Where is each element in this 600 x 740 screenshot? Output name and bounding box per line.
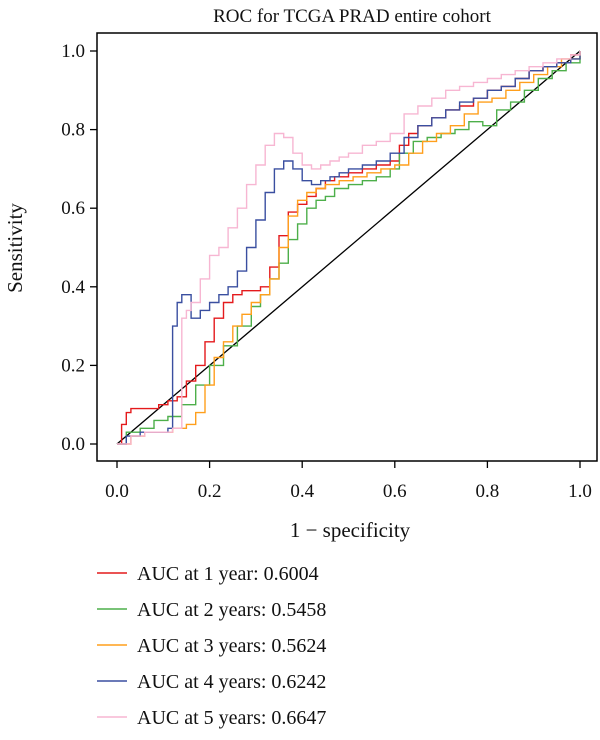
roc-series-2-line	[117, 51, 581, 445]
x-tick-label: 0.4	[290, 481, 314, 502]
legend-label-4: AUC at 4 years: 0.6242	[137, 671, 326, 693]
x-tick-label: 0.6	[383, 481, 407, 502]
y-tick-label: 0.0	[61, 434, 85, 455]
x-tick-label: 0.8	[476, 481, 500, 502]
legend-label-3: AUC at 3 years: 0.5624	[137, 635, 326, 657]
y-tick-label: 0.4	[61, 277, 85, 298]
legend-label-2: AUC at 2 years: 0.5458	[137, 599, 326, 621]
plot-area	[116, 50, 581, 445]
y-tick-label: 0.2	[61, 355, 85, 376]
y-axis-label: Sensitivity	[3, 203, 27, 293]
x-tick-label: 1.0	[568, 481, 592, 502]
plot-frame	[96, 32, 598, 462]
y-tick-label: 1.0	[61, 41, 85, 62]
x-tick-label: 0.0	[105, 481, 129, 502]
x-axis: 0.0 0.2 0.4 0.6 0.8 1.0	[105, 461, 592, 502]
roc-series-3-line	[117, 51, 581, 445]
roc-series-4-line	[117, 51, 581, 445]
x-tick-label: 0.2	[198, 481, 222, 502]
legend-label-1: AUC at 1 year: 0.6004	[137, 563, 319, 585]
reference-diagonal-line	[116, 50, 581, 445]
y-axis: 0.0 0.2 0.4 0.6 0.8 1.0	[61, 41, 97, 455]
y-tick-label: 0.6	[61, 198, 85, 219]
legend-label-5: AUC at 5 years: 0.6647	[137, 707, 326, 729]
x-axis-label: 1 − specificity	[290, 518, 411, 542]
chart-title: ROC for TCGA PRAD entire cohort	[213, 6, 491, 27]
roc-series-5-line	[117, 51, 581, 445]
y-tick-label: 0.8	[61, 120, 85, 141]
legend: AUC at 1 year: 0.6004 AUC at 2 years: 0.5…	[97, 563, 326, 729]
